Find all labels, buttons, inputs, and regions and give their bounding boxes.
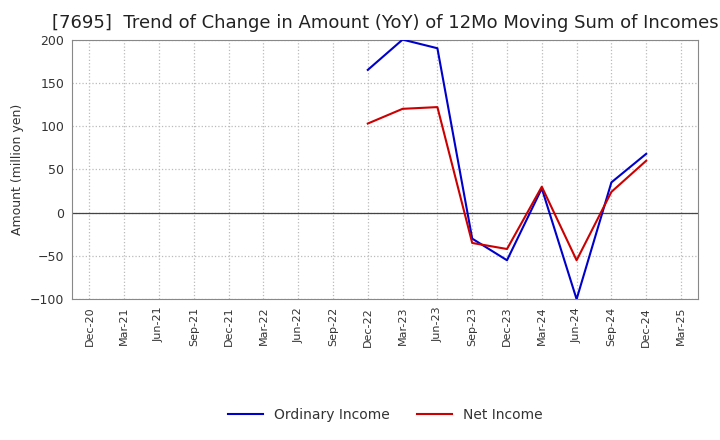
Ordinary Income [364, 67, 372, 73]
Net Income [642, 158, 651, 163]
Ordinary Income [468, 236, 477, 241]
Ordinary Income [642, 151, 651, 157]
Line: Ordinary Income: Ordinary Income [368, 40, 647, 299]
Net Income [607, 189, 616, 194]
Net Income [572, 258, 581, 263]
Net Income [433, 104, 442, 110]
Legend: Ordinary Income, Net Income: Ordinary Income, Net Income [222, 402, 548, 427]
Ordinary Income [537, 186, 546, 191]
Title: [7695]  Trend of Change in Amount (YoY) of 12Mo Moving Sum of Incomes: [7695] Trend of Change in Amount (YoY) o… [52, 15, 719, 33]
Net Income [468, 240, 477, 246]
Ordinary Income [607, 180, 616, 185]
Line: Net Income: Net Income [368, 107, 647, 260]
Ordinary Income [572, 297, 581, 302]
Ordinary Income [503, 258, 511, 263]
Y-axis label: Amount (million yen): Amount (million yen) [12, 104, 24, 235]
Net Income [537, 184, 546, 189]
Net Income [503, 246, 511, 252]
Net Income [364, 121, 372, 126]
Ordinary Income [398, 37, 407, 42]
Ordinary Income [433, 46, 442, 51]
Net Income [398, 106, 407, 111]
